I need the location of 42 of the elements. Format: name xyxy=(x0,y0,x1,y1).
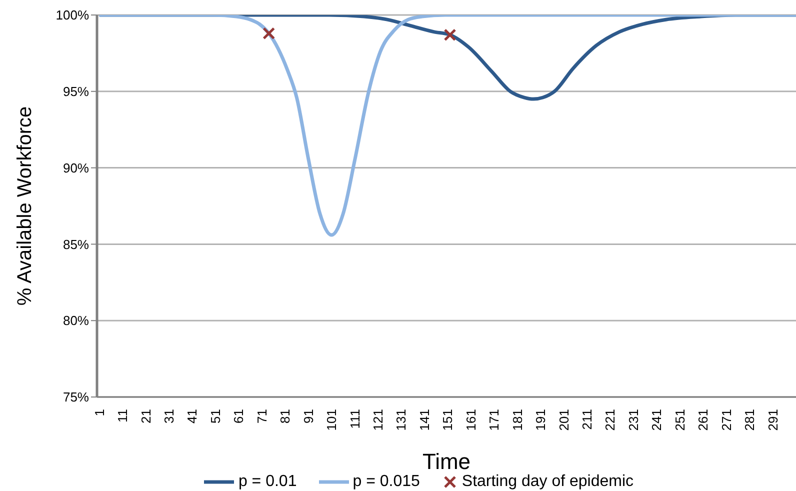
x-tick-label: 251 xyxy=(672,409,688,431)
x-tick-label: 91 xyxy=(300,409,316,424)
x-tick-label: 201 xyxy=(556,409,572,431)
y-tick-label: 85% xyxy=(62,236,90,252)
x-tick-label: 171 xyxy=(486,409,502,431)
x-tick-label: 281 xyxy=(742,409,758,431)
y-tick-label: 75% xyxy=(62,390,90,405)
x-tick-label: 291 xyxy=(765,409,780,431)
legend-label: Starting day of epidemic xyxy=(462,473,634,491)
x-tick-label: 211 xyxy=(579,409,594,430)
x-tick-label: 231 xyxy=(626,409,641,431)
y-tick-label: 95% xyxy=(62,84,90,100)
y-tick-label: 90% xyxy=(62,160,90,176)
x-tick-label: 111 xyxy=(347,409,362,429)
x-tick-label: 271 xyxy=(718,409,734,431)
x-tick-label: 41 xyxy=(184,409,200,424)
x-tick-label: 191 xyxy=(533,409,548,431)
x-tick-label: 1 xyxy=(92,409,107,416)
x-tick-label: 221 xyxy=(602,409,618,431)
x-tick-label: 81 xyxy=(278,409,293,424)
legend-label: p = 0.015 xyxy=(352,473,420,491)
x-tick-label: 151 xyxy=(440,409,456,431)
x-tick-label: 21 xyxy=(138,409,154,424)
x-tick-label: 131 xyxy=(394,409,409,431)
x-tick-label: 261 xyxy=(696,409,711,431)
x-tick-label: 61 xyxy=(231,409,246,424)
x-tick-label: 71 xyxy=(254,409,270,424)
x-tick-label: 31 xyxy=(161,409,176,424)
y-tick-label: 80% xyxy=(62,313,90,328)
x-tick-label: 11 xyxy=(115,409,130,422)
x-tick-label: 181 xyxy=(510,409,525,431)
x-tick-label: 141 xyxy=(416,409,432,431)
x-axis-title: Time xyxy=(422,449,471,474)
x-tick-label: 161 xyxy=(463,409,478,431)
x-tick-label: 51 xyxy=(208,409,223,424)
x-tick-label: 241 xyxy=(649,409,664,431)
legend-label: p = 0.01 xyxy=(238,473,297,491)
y-axis-title: % Available Workforce xyxy=(14,106,36,306)
x-tick-label: 101 xyxy=(324,409,340,431)
line-series xyxy=(98,15,796,237)
y-tick-label: 100% xyxy=(56,8,90,23)
x-tick-label: 121 xyxy=(370,409,386,431)
